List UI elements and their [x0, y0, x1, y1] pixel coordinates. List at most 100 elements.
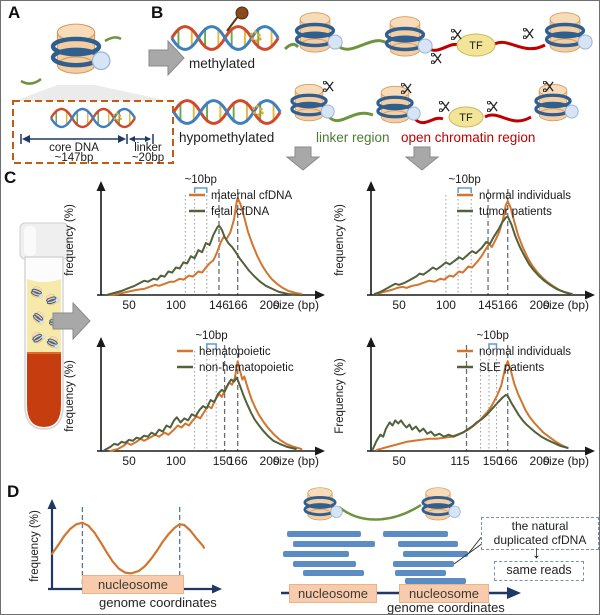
bracket-annotation: ~10bp	[195, 330, 227, 342]
tick-label: 200	[260, 454, 280, 468]
arrow-a-to-b-icon	[148, 39, 185, 77]
bracket-annotation: ~10bp	[185, 174, 217, 186]
tick-label: 150	[483, 454, 503, 468]
genome-axis-arrowhead	[507, 587, 521, 599]
legend-label: tumor patients	[479, 206, 552, 218]
dna-tail-left	[20, 77, 42, 85]
nucleosome-icon	[53, 24, 110, 73]
tick-label: 200	[530, 298, 550, 312]
tick-label: 200	[260, 298, 280, 312]
y-axis-arrowhead	[366, 337, 376, 347]
x-axis-label: size (bp)	[543, 298, 589, 312]
nucleosome-region-box: nucleosome	[82, 575, 184, 594]
bracket-annotation: ~10bp	[477, 330, 509, 342]
nucleosome-box-left: nucleosome	[289, 584, 377, 603]
tick-label: 50	[392, 454, 406, 468]
transcription-factor-icon	[448, 106, 484, 128]
tick-label: 166	[228, 298, 248, 312]
tick-label: 150	[213, 454, 233, 468]
hypomethylated-dna-icon	[172, 99, 282, 125]
series-line-hematopoietic	[109, 360, 303, 452]
dna-tail-right	[104, 36, 122, 43]
tf-label: TF	[469, 40, 483, 52]
tick-label: 50	[122, 298, 136, 312]
tick-label: 166	[228, 454, 248, 468]
zoom-box	[12, 100, 174, 164]
methylated-label: methylated	[189, 56, 256, 71]
y-axis-label: frequency (%)	[64, 204, 76, 276]
chromatin-chain-hypomethylated: TF	[290, 81, 579, 128]
tick-label: 100	[166, 454, 186, 468]
open-chromatin-region-label: open chromatin region	[401, 130, 536, 145]
hypomethylated-label: hypomethylated	[179, 130, 275, 145]
legend-label: normal individuals	[479, 346, 571, 358]
scissors-icon	[323, 81, 334, 92]
series-line-cfDNA-coverage	[50, 521, 206, 575]
x-axis-arrowhead	[212, 584, 222, 594]
linker-size: ~20bp	[132, 152, 164, 164]
linker-dna	[338, 503, 422, 521]
linker-dna	[327, 111, 374, 123]
y-axis-arrowhead	[47, 499, 57, 509]
series-line-tumor-patients	[373, 215, 573, 295]
chart-nucleosome-coverage: frequency (%)	[29, 499, 222, 594]
tick-label: 145	[478, 298, 498, 312]
series-line-normal-individuals	[375, 200, 574, 295]
core-dna-label: core DNA	[49, 142, 99, 154]
blood-tube-icon	[19, 222, 69, 430]
blood-layer	[27, 353, 61, 427]
tick-label: 146	[209, 298, 229, 312]
legend-label: SLE patients	[479, 362, 544, 374]
bp-annotation-arrowheads	[22, 135, 151, 143]
nucleosome-icon	[544, 10, 593, 54]
linker-dna	[335, 39, 388, 51]
bp-bracket	[193, 187, 208, 193]
series-line-non-hematopoietic	[103, 376, 297, 451]
y-axis-label: frequency (%)	[64, 360, 76, 432]
nucleosome-icon	[303, 486, 343, 522]
series-line-SLE-patients	[371, 393, 569, 450]
methylated-dna-icon	[170, 6, 280, 51]
linker-label: linker	[134, 142, 162, 154]
panel-a-illustration: core DNA ~147bp linker ~20bp	[12, 1, 174, 164]
legend-label: maternal cfDNA	[211, 190, 292, 202]
y-axis-label: frequency (%)	[29, 510, 41, 582]
linker-region-label: linker region	[316, 130, 390, 145]
scissors-icon	[451, 29, 462, 40]
scissors-icon	[439, 101, 450, 112]
bp-bracket	[488, 343, 498, 349]
transcription-factor-icon	[456, 33, 496, 57]
tick-label: 100	[436, 298, 456, 312]
y-axis-arrowhead	[366, 181, 376, 191]
scissors-icon	[523, 28, 534, 39]
genome-coordinates-label: genome coordinates	[387, 600, 505, 615]
panel-d-left: frequency (%) nucleosome genome coordina…	[1, 481, 281, 614]
genome-coordinates-label: genome coordinates	[99, 595, 217, 610]
x-axis-arrowhead	[315, 446, 325, 456]
callout-line	[453, 542, 484, 565]
chromatin-chain-methylated: TF	[283, 10, 593, 64]
legend-label: normal individuals	[479, 190, 571, 202]
nucleosome-icon	[384, 14, 433, 58]
y-axis-label: Frequency (%)	[334, 358, 346, 434]
legend-label: non-hematopoietic	[199, 362, 294, 374]
x-axis-arrowhead	[315, 290, 325, 300]
tick-label: 50	[392, 298, 406, 312]
zoom-beam	[15, 85, 169, 101]
callout-line	[467, 534, 484, 555]
nucleosome-icon	[421, 486, 461, 522]
open-chromatin-dna	[484, 113, 532, 123]
series-line-maternal-cfDNA	[107, 197, 303, 296]
nucleosome-box-right: nucleosome	[399, 584, 489, 603]
nucleosome-icon	[376, 84, 421, 125]
y-axis-label: frequency (%)	[334, 204, 346, 276]
sequencing-reads	[283, 531, 468, 584]
bp-bracket	[206, 343, 217, 349]
series-line-fetal-cfDNA	[105, 224, 299, 296]
tf-label: TF	[459, 112, 473, 124]
scissors-icon	[487, 101, 498, 112]
